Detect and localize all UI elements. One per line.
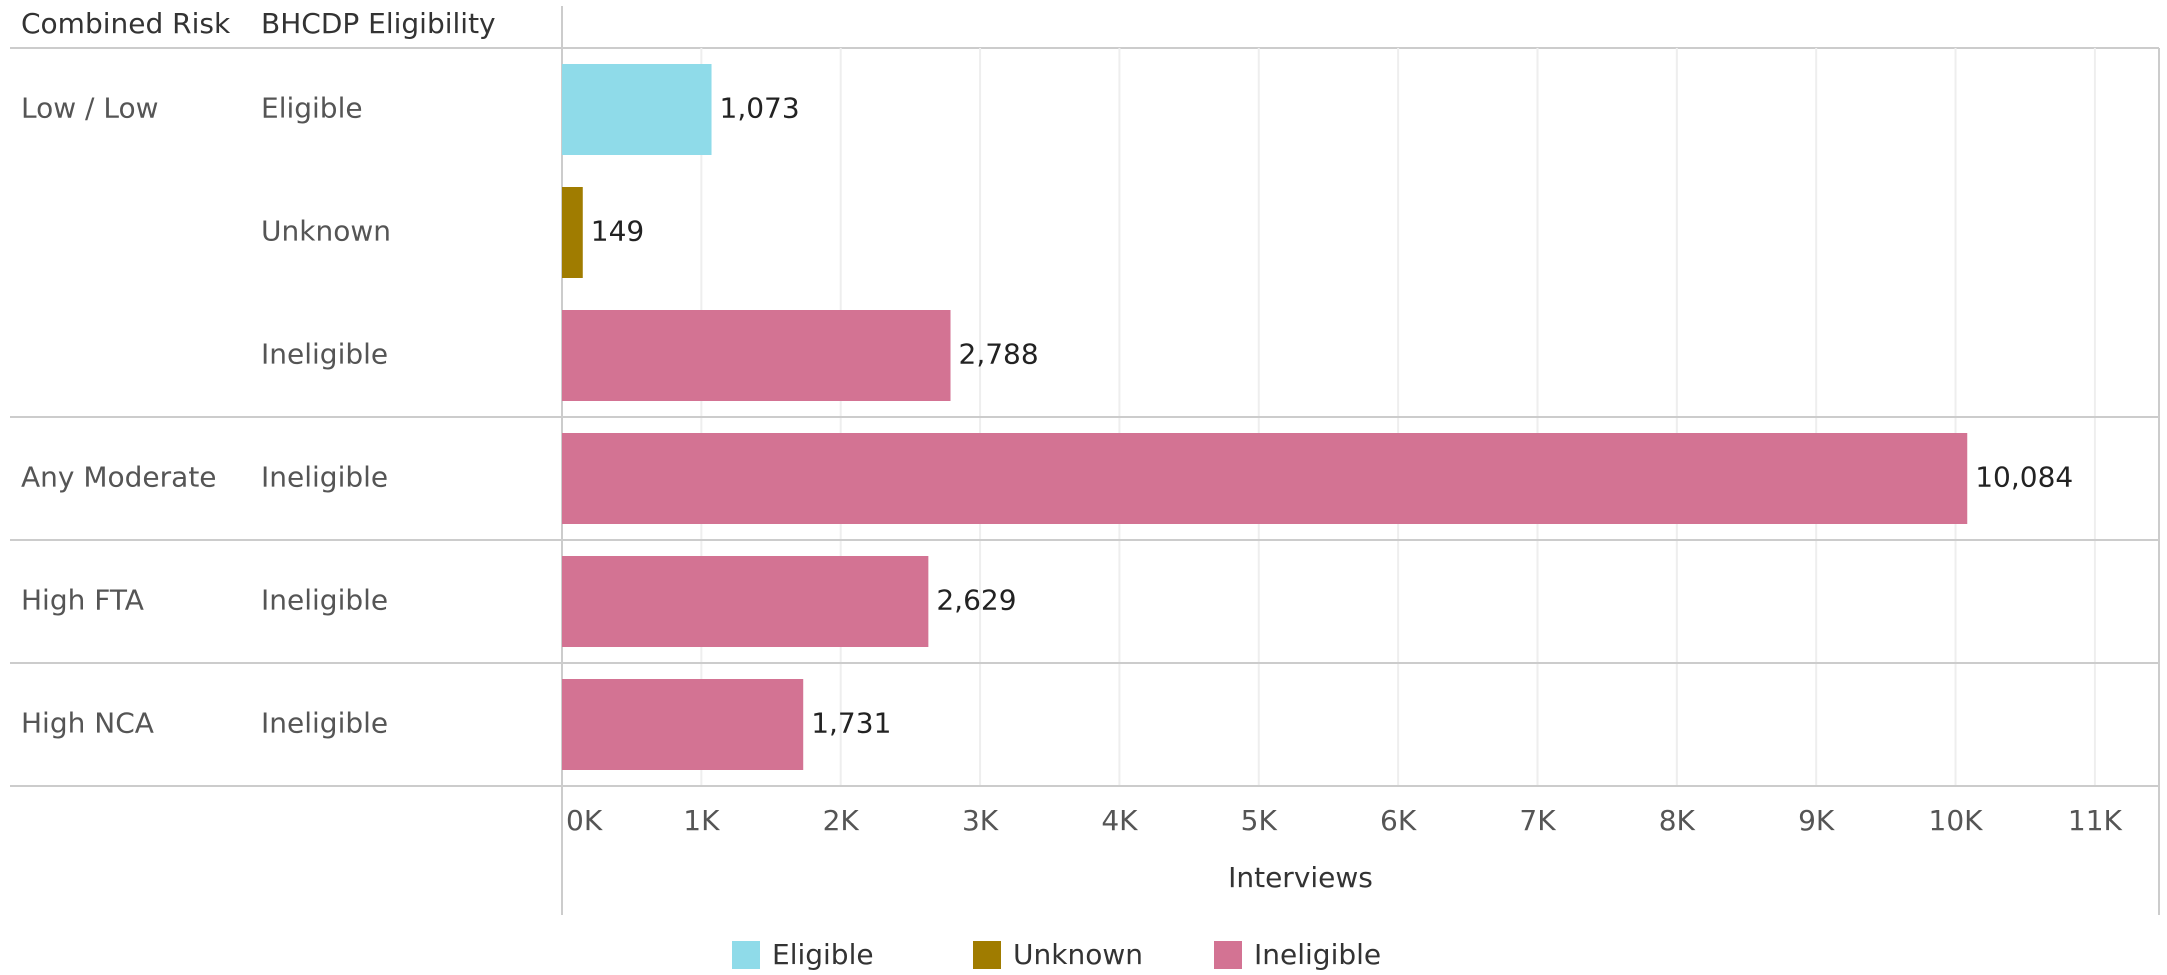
group-label: Any Moderate <box>21 461 217 494</box>
group-label: High NCA <box>21 707 154 740</box>
category-label: Eligible <box>261 92 363 125</box>
legend-label: Ineligible <box>1254 938 1381 971</box>
category-label: Ineligible <box>261 461 388 494</box>
bar <box>562 310 951 401</box>
x-tick-label: 5K <box>1241 804 1278 837</box>
bar <box>562 433 1968 524</box>
category-label: Ineligible <box>261 707 388 740</box>
category-label: Unknown <box>261 215 391 248</box>
bar <box>562 187 583 278</box>
x-tick-label: 8K <box>1659 804 1696 837</box>
x-tick-label: 7K <box>1519 804 1556 837</box>
legend-label: Unknown <box>1013 938 1143 971</box>
data-label: 1,073 <box>720 92 800 125</box>
data-label: 149 <box>591 215 644 248</box>
x-tick-label: 0K <box>566 804 603 837</box>
x-tick-label: 4K <box>1101 804 1138 837</box>
data-label: 2,629 <box>936 584 1016 617</box>
x-tick-label: 2K <box>823 804 860 837</box>
x-tick-label: 6K <box>1380 804 1417 837</box>
x-tick-label: 3K <box>962 804 999 837</box>
bar <box>562 679 804 770</box>
category-label: Ineligible <box>261 584 388 617</box>
x-tick-label: 9K <box>1798 804 1835 837</box>
x-tick-label: 11K <box>2068 804 2123 837</box>
category-label: Ineligible <box>261 338 388 371</box>
row-header: BHCDP Eligibility <box>261 7 496 40</box>
group-label: Low / Low <box>21 92 159 125</box>
x-tick-label: 10K <box>1929 804 1984 837</box>
x-axis-title: Interviews <box>1228 861 1373 894</box>
legend-label: Eligible <box>772 938 874 971</box>
data-label: 2,788 <box>959 338 1039 371</box>
legend-swatch <box>1214 941 1242 969</box>
data-label: 10,084 <box>1975 461 2073 494</box>
x-tick-label: 1K <box>683 804 720 837</box>
legend-swatch <box>973 941 1001 969</box>
group-label: High FTA <box>21 584 144 617</box>
legend-swatch <box>732 941 760 969</box>
row-header: Combined Risk <box>21 7 231 40</box>
bar <box>562 556 929 647</box>
bar <box>562 64 712 155</box>
data-label: 1,731 <box>811 707 891 740</box>
